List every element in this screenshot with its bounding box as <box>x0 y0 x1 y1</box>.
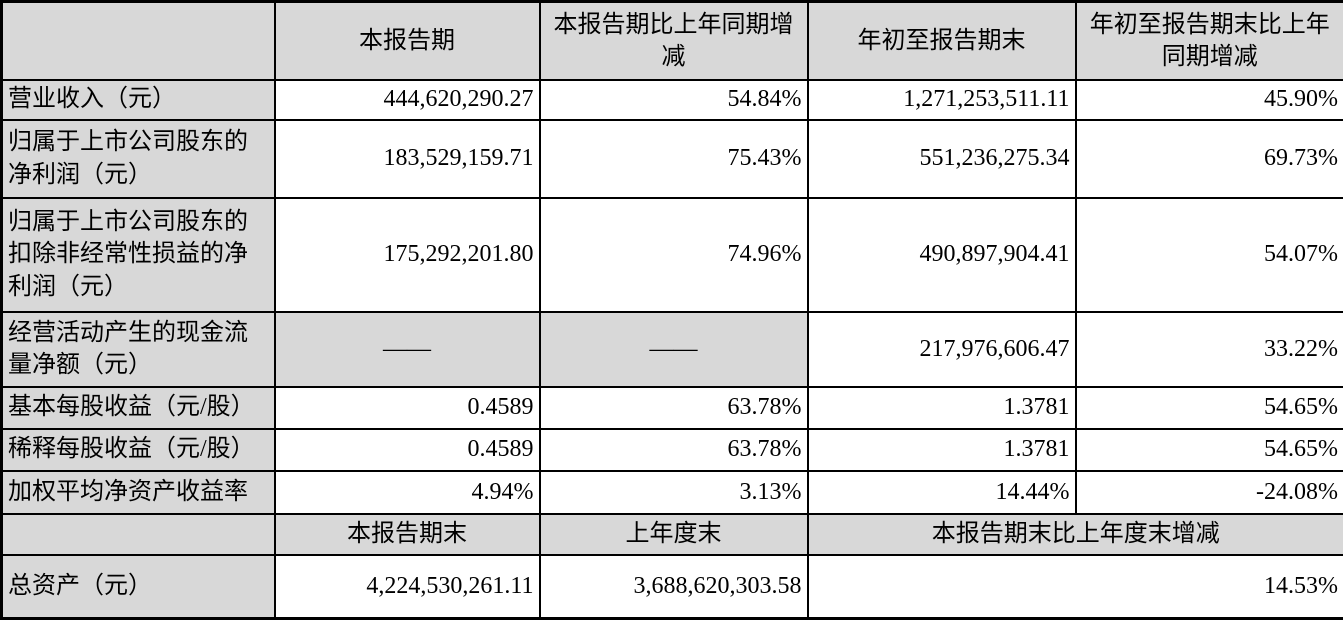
row-label: 稀释每股收益（元/股） <box>0 427 276 472</box>
subheader-cell-empty <box>0 512 276 556</box>
table-row-weighted-roe: 加权平均净资产收益率 4.94% 3.13% 14.44% -24.08% <box>0 469 1343 515</box>
row-label: 加权平均净资产收益率 <box>0 469 276 515</box>
header-cell-empty <box>0 0 276 81</box>
cell-value: 3,688,620,303.58 <box>538 553 809 620</box>
header-cell-ytd-yoy-change: 年初至报告期末比上年同期增减 <box>1074 0 1343 81</box>
cell-value: 183,529,159.71 <box>273 118 541 199</box>
cell-value: 54.65% <box>1074 427 1343 472</box>
cell-value: -24.08% <box>1074 469 1343 515</box>
header-cell-yoy-change: 本报告期比上年同期增减 <box>538 0 809 81</box>
subheader-cell-change-vs-prior-year-end: 本报告期末比上年度末增减 <box>806 512 1343 556</box>
cell-value: 63.78% <box>538 385 809 430</box>
table-row-deducted-net-profit: 归属于上市公司股东的扣除非经常性损益的净利润（元） 175,292,201.80… <box>0 196 1343 313</box>
row-label: 归属于上市公司股东的扣除非经常性损益的净利润（元） <box>0 196 276 313</box>
cell-value: 4,224,530,261.11 <box>273 553 541 620</box>
row-label: 营业收入（元） <box>0 78 276 121</box>
cell-value: 14.44% <box>806 469 1077 515</box>
row-label: 归属于上市公司股东的净利润（元） <box>0 118 276 199</box>
cell-value: 1,271,253,511.11 <box>806 78 1077 121</box>
cell-dash: —— <box>538 310 809 388</box>
table-row-diluted-eps: 稀释每股收益（元/股） 0.4589 63.78% 1.3781 54.65% <box>0 427 1343 472</box>
cell-dash: —— <box>273 310 541 388</box>
table-row-revenue: 营业收入（元） 444,620,290.27 54.84% 1,271,253,… <box>0 78 1343 121</box>
cell-value: 69.73% <box>1074 118 1343 199</box>
row-label: 基本每股收益（元/股） <box>0 385 276 430</box>
cell-value: 45.90% <box>1074 78 1343 121</box>
cell-value: 4.94% <box>273 469 541 515</box>
cell-value: 0.4589 <box>273 427 541 472</box>
cell-value: 1.3781 <box>806 385 1077 430</box>
cell-value: 490,897,904.41 <box>806 196 1077 313</box>
cell-value: 217,976,606.47 <box>806 310 1077 388</box>
subheader-cell-period-end: 本报告期末 <box>273 512 541 556</box>
header-cell-current-period: 本报告期 <box>273 0 541 81</box>
cell-value: 63.78% <box>538 427 809 472</box>
cell-value: 175,292,201.80 <box>273 196 541 313</box>
cell-value: 551,236,275.34 <box>806 118 1077 199</box>
cell-value: 1.3781 <box>806 427 1077 472</box>
table-row-cash-flow: 经营活动产生的现金流量净额（元） —— —— 217,976,606.47 33… <box>0 310 1343 388</box>
subheader-cell-prior-year-end: 上年度末 <box>538 512 809 556</box>
cell-value: 54.84% <box>538 78 809 121</box>
cell-value: 3.13% <box>538 469 809 515</box>
cell-value: 14.53% <box>806 553 1343 620</box>
cell-value: 444,620,290.27 <box>273 78 541 121</box>
table-row-total-assets: 总资产（元） 4,224,530,261.11 3,688,620,303.58… <box>0 553 1343 620</box>
header-cell-ytd: 年初至报告期末 <box>806 0 1077 81</box>
row-label: 经营活动产生的现金流量净额（元） <box>0 310 276 388</box>
cell-value: 54.07% <box>1074 196 1343 313</box>
row-label: 总资产（元） <box>0 553 276 620</box>
cell-value: 33.22% <box>1074 310 1343 388</box>
cell-value: 0.4589 <box>273 385 541 430</box>
table-row-basic-eps: 基本每股收益（元/股） 0.4589 63.78% 1.3781 54.65% <box>0 385 1343 430</box>
table-row-net-profit: 归属于上市公司股东的净利润（元） 183,529,159.71 75.43% 5… <box>0 118 1343 199</box>
subheader-row: 本报告期末 上年度末 本报告期末比上年度末增减 <box>0 512 1343 556</box>
cell-value: 74.96% <box>538 196 809 313</box>
cell-value: 75.43% <box>538 118 809 199</box>
header-row: 本报告期 本报告期比上年同期增减 年初至报告期末 年初至报告期末比上年同期增减 <box>0 0 1343 81</box>
cell-value: 54.65% <box>1074 385 1343 430</box>
